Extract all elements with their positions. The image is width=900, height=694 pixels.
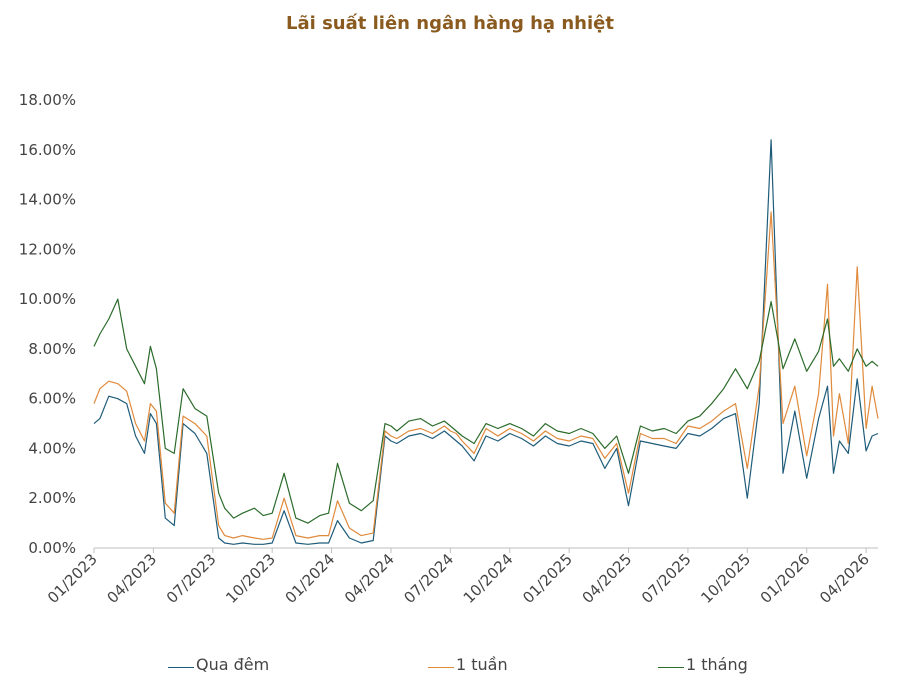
y-tick-label: 12.00%: [19, 240, 76, 258]
series-line-1-tuan: [93, 211, 879, 540]
series-line-1-thang: [93, 298, 879, 524]
x-tick-label: 01/2025: [519, 550, 576, 607]
x-tick-label: 04/2026: [816, 550, 873, 607]
x-tick-label: 07/2023: [163, 550, 220, 607]
x-tick-label: 10/2025: [697, 550, 754, 607]
x-tick-label: 04/2024: [341, 550, 398, 607]
y-tick-label: 2.00%: [28, 489, 76, 507]
x-tick-label: 10/2024: [460, 550, 517, 607]
x-tick-label: 01/2024: [282, 550, 339, 607]
legend-label: Qua đêm: [196, 655, 270, 674]
legend-item: 1 tuần: [428, 655, 508, 674]
x-tick-label: 04/2025: [579, 550, 636, 607]
y-tick-label: 10.00%: [19, 290, 76, 308]
y-tick-label: 0.00%: [28, 539, 76, 557]
x-tick-label: 07/2024: [400, 550, 457, 607]
y-tick-label: 6.00%: [28, 390, 76, 408]
x-tick-label: 10/2023: [222, 550, 279, 607]
legend-swatch: [428, 667, 454, 668]
legend-item: 1 tháng: [658, 655, 748, 674]
y-tick-label: 16.00%: [19, 141, 76, 159]
x-tick-label: 01/2023: [44, 550, 101, 607]
legend-label: 1 tuần: [456, 655, 508, 674]
legend-label: 1 tháng: [686, 655, 748, 674]
legend-swatch: [658, 667, 684, 668]
x-tick-label: 07/2025: [638, 550, 695, 607]
x-tick-label: 04/2023: [103, 550, 160, 607]
y-tick-label: 8.00%: [28, 340, 76, 358]
chart-title: Lãi suất liên ngân hàng hạ nhiệt: [286, 13, 614, 34]
legend-swatch: [168, 667, 194, 668]
legend-item: Qua đêm: [168, 655, 269, 674]
x-tick-label: 01/2026: [757, 550, 814, 607]
y-tick-label: 14.00%: [19, 191, 76, 209]
y-tick-label: 4.00%: [28, 439, 76, 457]
series-line-qua-dem: [93, 139, 879, 545]
legend: Qua đêm 1 tuần 1 tháng: [0, 655, 900, 679]
y-tick-label: 18.00%: [19, 91, 76, 109]
